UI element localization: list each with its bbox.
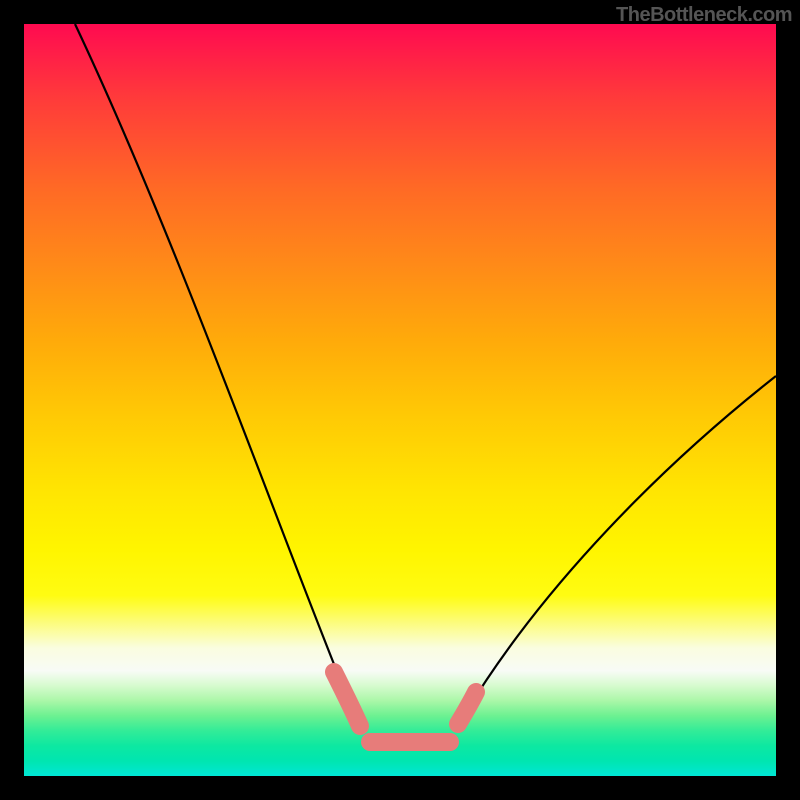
pink-segment-right <box>458 692 476 724</box>
chart-container: TheBottleneck.com <box>0 0 800 800</box>
bottleneck-curve-svg <box>24 24 776 776</box>
watermark-text: TheBottleneck.com <box>616 4 792 27</box>
curve-left-branch <box>75 24 354 714</box>
pink-segment-left <box>334 672 360 726</box>
plot-area <box>24 24 776 776</box>
curve-right-branch <box>466 376 776 712</box>
